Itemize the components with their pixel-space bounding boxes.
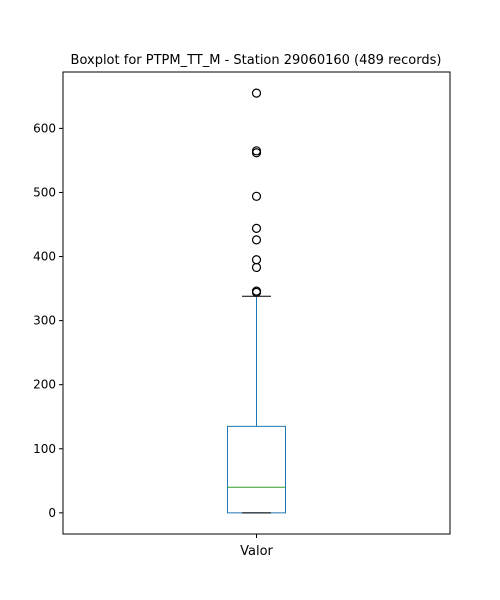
box-plot: [227, 295, 286, 514]
y-tick-label: 500: [33, 185, 56, 199]
iqr-box: [227, 425, 286, 514]
outlier-point: [251, 223, 262, 233]
y-tick-label: 600: [33, 121, 56, 135]
outlier-point: [251, 88, 262, 98]
outlier-point: [251, 255, 262, 265]
y-tick-label: 100: [33, 442, 56, 456]
outlier-point: [251, 146, 262, 156]
outlier-point: [251, 262, 262, 273]
outliers: [251, 88, 262, 298]
outlier-point: [251, 191, 262, 201]
y-tick-label: 400: [33, 250, 56, 264]
x-tick-label: Valor: [240, 544, 273, 559]
y-axis: 0 100 200 300 400 500 600: [33, 121, 63, 520]
y-tick-label: 300: [33, 314, 56, 328]
y-tick-label: 200: [33, 378, 56, 392]
outlier-point: [251, 148, 262, 158]
x-axis: Valor: [240, 534, 274, 559]
y-tick-label: 0: [48, 506, 56, 520]
outlier-point: [251, 286, 262, 296]
chart-title: Boxplot for PTPM_TT_M - Station 29060160…: [71, 53, 442, 68]
outlier-point: [251, 235, 262, 245]
